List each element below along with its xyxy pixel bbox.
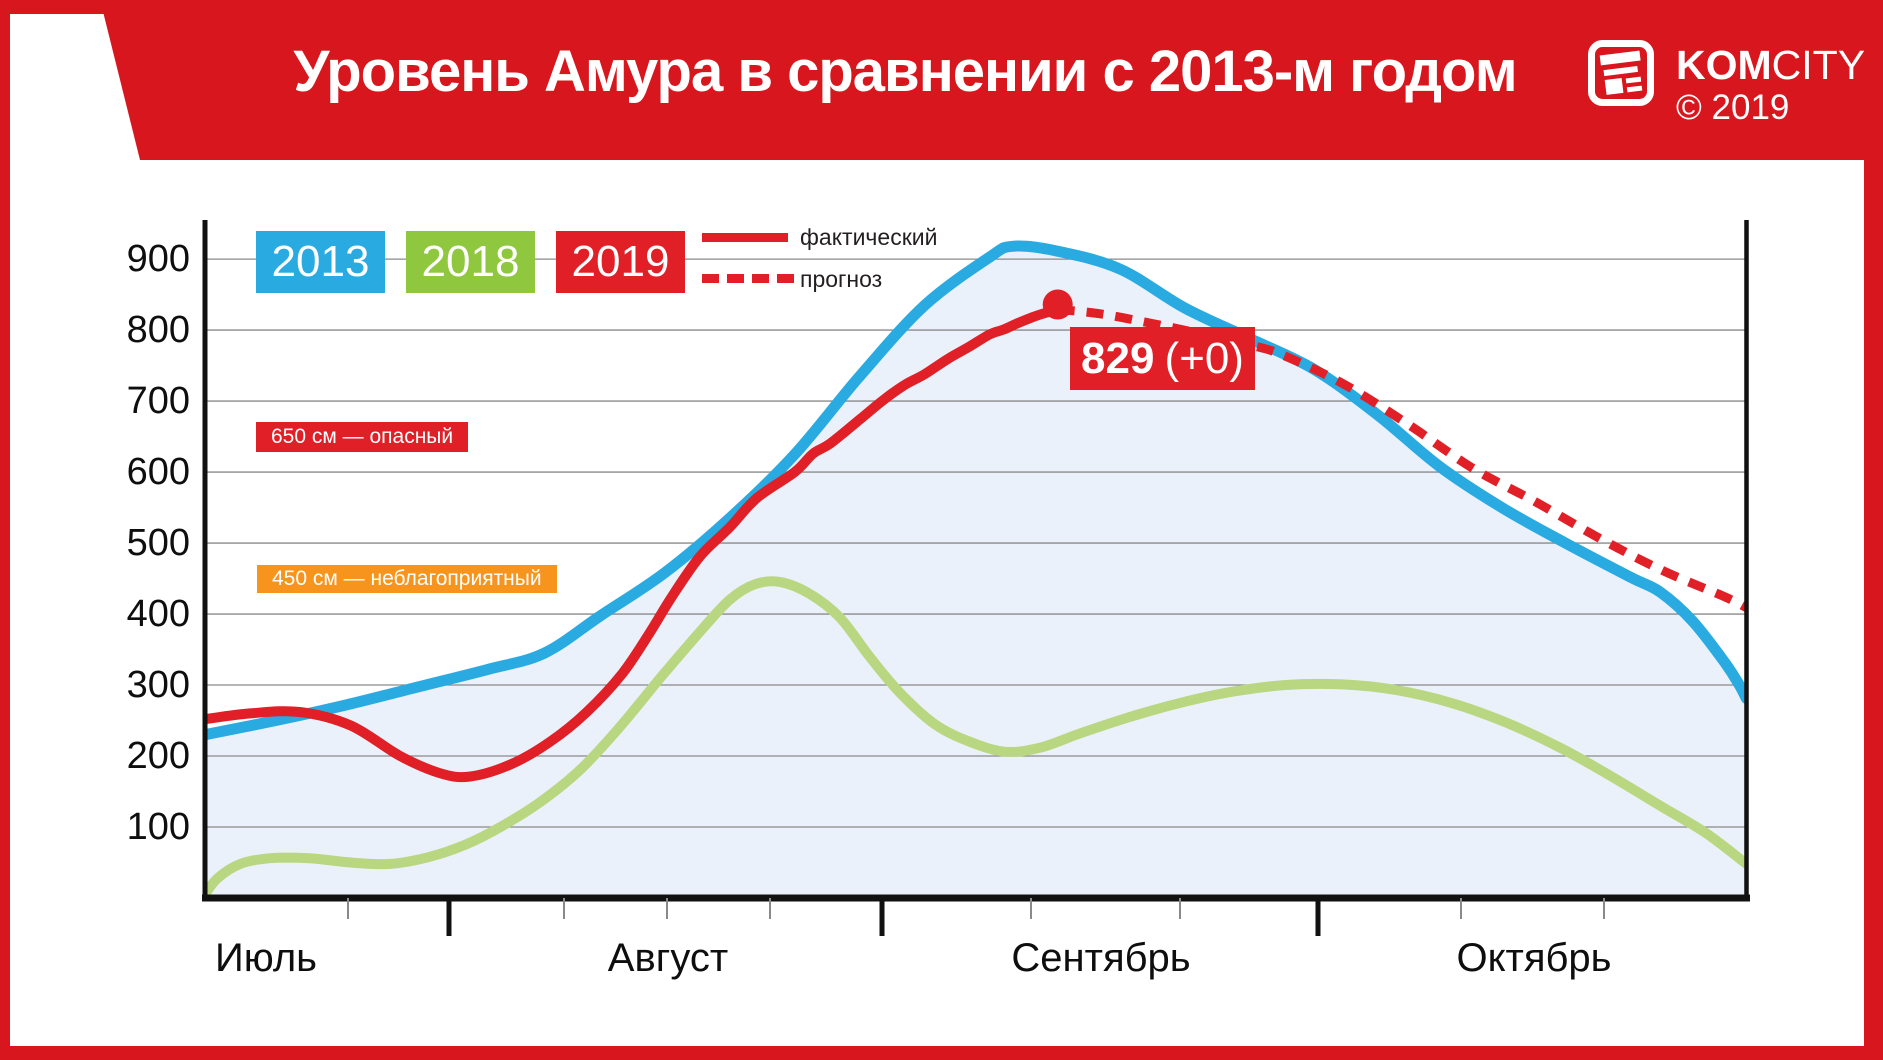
y-tick-label: 500 — [126, 522, 190, 565]
legend-year-2018: 2018 — [406, 231, 535, 293]
y-tick-label: 700 — [126, 380, 190, 423]
brand-bold: KOM — [1676, 42, 1772, 88]
legend-forecast-label: прогноз — [800, 266, 883, 292]
latest-point-marker — [1042, 289, 1073, 320]
newspaper-icon — [1588, 40, 1654, 106]
legend-year-2019: 2019 — [556, 231, 685, 293]
right-border — [1864, 0, 1883, 1060]
month-label-3: Сентябрь — [1011, 936, 1191, 980]
peak-value-badge: 829 (+0) — [1070, 327, 1255, 390]
header-banner: Уровень Амура в сравнении с 2013-м годом… — [0, 0, 1883, 160]
page-title: Уровень Амура в сравнении с 2013-м годом — [293, 39, 1517, 104]
brand-regular: CITY — [1771, 42, 1866, 88]
month-label-1: Июль — [214, 936, 318, 980]
line-2018 — [205, 576, 1747, 899]
y-tick-label: 800 — [126, 309, 190, 352]
month-label-2: Август — [607, 936, 729, 980]
legend-solid-line-swatch — [702, 233, 788, 242]
threshold-danger-label: 650 см — опасный — [256, 421, 469, 452]
y-tick-label: 900 — [126, 238, 190, 281]
y-tick-label: 400 — [126, 593, 190, 636]
line-2019-forecast — [1057, 305, 1747, 612]
y-tick-label: 100 — [126, 806, 190, 848]
left-border — [0, 0, 10, 1060]
legend-year-2013: 2013 — [256, 231, 385, 293]
brand-logo-text: KOMCITY — [1676, 42, 1865, 89]
threshold-adverse-label: 450 см — неблагоприятный — [257, 564, 557, 593]
y-tick-label: 600 — [126, 451, 190, 494]
legend-actual-label: фактический — [800, 224, 938, 250]
banner-notch — [10, 14, 140, 160]
copyright: © 2019 — [1676, 88, 1790, 127]
peak-delta: (+0) — [1164, 333, 1244, 383]
month-label-4: Октябрь — [1456, 936, 1612, 980]
line-2019-actual — [205, 304, 1063, 783]
legend-dashed-line-swatch — [702, 274, 798, 283]
line-2013 — [205, 240, 1747, 741]
y-tick-label: 300 — [126, 664, 190, 707]
bottom-border — [0, 1046, 1883, 1060]
y-tick-label: 200 — [126, 735, 190, 778]
peak-value: 829 — [1081, 333, 1155, 383]
